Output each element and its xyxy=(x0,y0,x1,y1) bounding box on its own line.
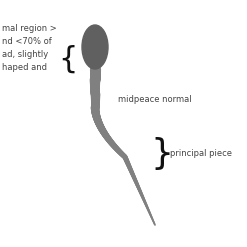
Text: nd <70% of: nd <70% of xyxy=(2,38,52,46)
Text: haped and: haped and xyxy=(2,63,47,73)
Text: mal region >: mal region > xyxy=(2,24,57,34)
Text: principal piece: principal piece xyxy=(170,149,232,159)
Ellipse shape xyxy=(82,25,108,69)
Text: {: { xyxy=(58,44,78,74)
Text: ad, slightly: ad, slightly xyxy=(2,50,48,60)
Text: }: } xyxy=(150,137,173,171)
Text: midpeace normal: midpeace normal xyxy=(118,95,192,103)
